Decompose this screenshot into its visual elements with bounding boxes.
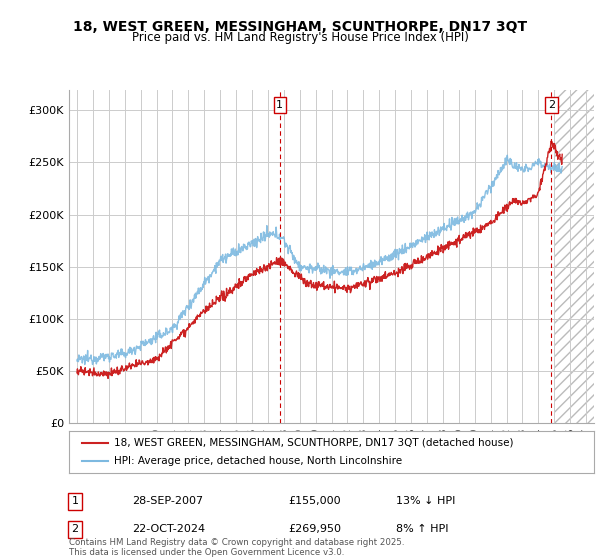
Text: 8% ↑ HPI: 8% ↑ HPI	[396, 524, 449, 534]
Text: 18, WEST GREEN, MESSINGHAM, SCUNTHORPE, DN17 3QT: 18, WEST GREEN, MESSINGHAM, SCUNTHORPE, …	[73, 20, 527, 34]
Text: £269,950: £269,950	[288, 524, 341, 534]
Text: 1: 1	[276, 100, 283, 110]
Text: HPI: Average price, detached house, North Lincolnshire: HPI: Average price, detached house, Nort…	[113, 456, 402, 466]
Text: £155,000: £155,000	[288, 496, 341, 506]
Text: 1: 1	[71, 496, 79, 506]
Text: Contains HM Land Registry data © Crown copyright and database right 2025.
This d: Contains HM Land Registry data © Crown c…	[69, 538, 404, 557]
Text: 13% ↓ HPI: 13% ↓ HPI	[396, 496, 455, 506]
Bar	[554, 90, 594, 423]
Text: 22-OCT-2024: 22-OCT-2024	[132, 524, 205, 534]
Text: Price paid vs. HM Land Registry's House Price Index (HPI): Price paid vs. HM Land Registry's House …	[131, 31, 469, 44]
Text: 28-SEP-2007: 28-SEP-2007	[132, 496, 203, 506]
Text: 2: 2	[71, 524, 79, 534]
Text: 2: 2	[548, 100, 555, 110]
Text: 18, WEST GREEN, MESSINGHAM, SCUNTHORPE, DN17 3QT (detached house): 18, WEST GREEN, MESSINGHAM, SCUNTHORPE, …	[113, 438, 513, 448]
